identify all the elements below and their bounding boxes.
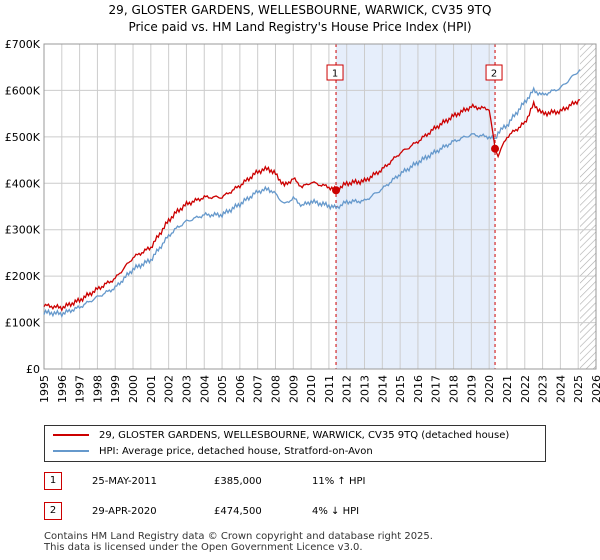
sale-hpi-diff: 4% ↓ HPI	[312, 506, 360, 517]
x-tick-label: 2008	[269, 375, 282, 403]
forecast-hatch	[579, 44, 596, 369]
y-tick-label: £400K	[5, 177, 41, 190]
chart-subtitle: Price paid vs. HM Land Registry's House …	[128, 20, 472, 34]
x-tick-label: 2011	[323, 375, 336, 403]
x-tick-label: 2013	[359, 375, 372, 403]
y-tick-label: £200K	[5, 270, 41, 283]
sale-marker-box	[485, 64, 503, 81]
footer-copyright: Contains HM Land Registry data © Crown c…	[44, 531, 433, 542]
x-tick-label: 2021	[501, 375, 514, 403]
x-tick-label: 2000	[127, 375, 140, 403]
x-tick-label: 2019	[465, 375, 478, 403]
x-tick-label: 1998	[91, 375, 104, 403]
x-tick-label: 2012	[341, 375, 354, 403]
sale-row-2: 2 29-APR-2020 £474,500 4% ↓ HPI	[44, 502, 564, 522]
y-tick-label: £100K	[5, 317, 41, 330]
x-tick-label: 1999	[109, 375, 122, 403]
property-price-line	[43, 99, 581, 312]
sale-hpi-diff: 11% ↑ HPI	[312, 476, 366, 487]
hpi-line	[43, 69, 581, 319]
legend-swatch-red	[53, 434, 89, 436]
x-tick-label: 2009	[287, 375, 300, 403]
sale-point	[332, 186, 341, 195]
x-tick-label: 2018	[448, 375, 461, 403]
x-tick-label: 2024	[554, 375, 567, 403]
x-tick-label: 2025	[572, 375, 585, 403]
x-tick-label: 2016	[412, 375, 425, 403]
legend: 29, GLOSTER GARDENS, WELLESBOURNE, WARWI…	[44, 425, 546, 462]
footer: Contains HM Land Registry data © Crown c…	[44, 531, 433, 553]
plot-frame	[43, 43, 597, 370]
y-tick-label: £0	[26, 363, 40, 376]
sale-price: £385,000	[214, 476, 262, 487]
x-tick-label: 2005	[216, 375, 229, 403]
sale-row-1: 1 25-MAY-2011 £385,000 11% ↑ HPI	[44, 472, 564, 492]
x-tick-label: 2026	[590, 375, 600, 403]
sale-date: 25-MAY-2011	[92, 476, 158, 487]
legend-item-property: 29, GLOSTER GARDENS, WELLESBOURNE, WARWI…	[53, 428, 509, 444]
sale-price: £474,500	[214, 506, 262, 517]
legend-swatch-blue	[53, 450, 89, 452]
sale-marker-box	[326, 64, 344, 81]
y-tick-label: £500K	[5, 131, 41, 144]
x-tick-label: 2020	[483, 375, 496, 403]
y-tick-label: £600K	[5, 84, 41, 97]
x-tick-label: 2004	[198, 375, 211, 403]
price-chart: £0 £100K £200K £300K £400K £500K £600K £700K 199…	[5, 38, 600, 403]
legend-label-property: 29, GLOSTER GARDENS, WELLESBOURNE, WARWI…	[99, 430, 510, 441]
y-tick-label: £700K	[5, 38, 41, 51]
x-tick-label: 2006	[234, 375, 247, 403]
sale-point	[491, 144, 500, 153]
y-tick-label: £300K	[5, 224, 41, 237]
legend-item-hpi: HPI: Average price, detached house, Stra…	[53, 444, 373, 460]
x-tick-label: 2010	[305, 375, 318, 403]
x-tick-label: 1996	[56, 375, 69, 403]
x-tick-label: 2007	[252, 375, 265, 403]
x-tick-label: 1997	[74, 375, 87, 403]
legend-label-hpi: HPI: Average price, detached house, Stra…	[99, 446, 373, 457]
x-tick-label: 2015	[394, 375, 407, 403]
shaded-period	[336, 44, 496, 369]
chart-title: 29, GLOSTER GARDENS, WELLESBOURNE, WARWI…	[108, 3, 492, 17]
x-tick-label: 2023	[537, 375, 550, 403]
sale-date: 29-APR-2020	[92, 506, 157, 517]
x-tick-label: 2003	[180, 375, 193, 403]
sale-marker-label: 2	[491, 69, 497, 80]
x-tick-label: 2022	[519, 375, 532, 403]
sale-marker-2: 2	[44, 502, 62, 520]
x-tick-label: 1995	[38, 375, 51, 403]
x-tick-label: 2001	[145, 375, 158, 403]
x-tick-label: 2017	[430, 375, 443, 403]
sale-marker-label: 1	[332, 69, 338, 80]
x-tick-label: 2002	[163, 375, 176, 403]
x-tick-label: 2014	[376, 375, 389, 403]
sale-marker-1: 1	[44, 472, 62, 490]
footer-licence: This data is licensed under the Open Gov…	[44, 542, 363, 553]
